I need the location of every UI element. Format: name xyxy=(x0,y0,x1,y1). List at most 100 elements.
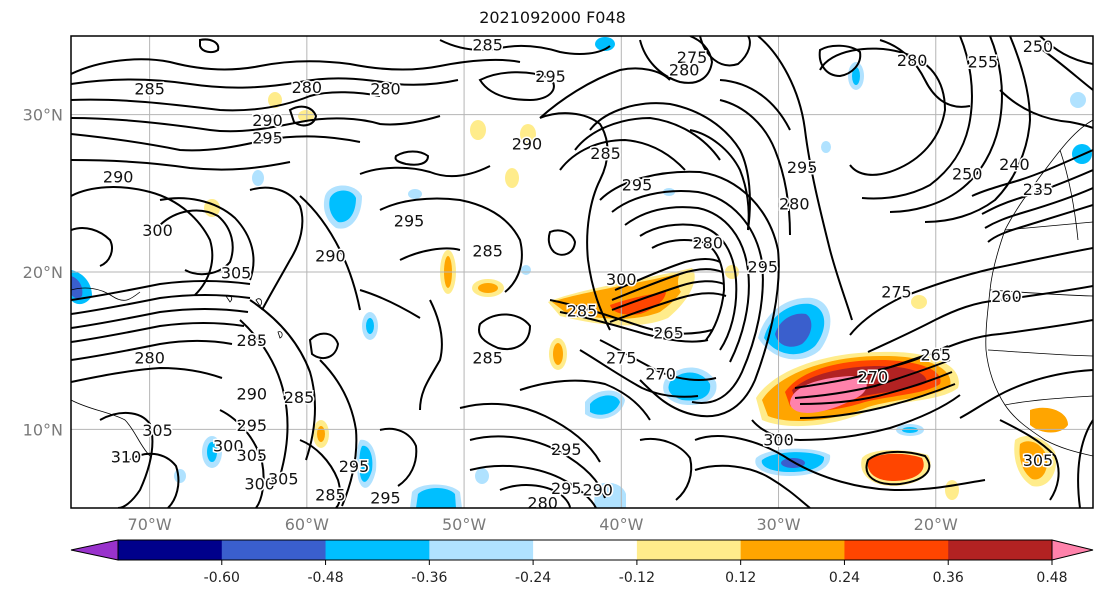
contour-line xyxy=(549,299,713,335)
warm-patch xyxy=(945,480,959,500)
contour-line xyxy=(71,227,113,267)
contour-label: 285 xyxy=(315,485,346,504)
contour-line xyxy=(559,138,686,171)
contour-label: 300 xyxy=(213,437,244,456)
contour-line xyxy=(71,115,441,133)
contour-line xyxy=(889,36,1003,213)
contour-label: 265 xyxy=(920,345,951,364)
contour-label: 280 xyxy=(134,349,165,368)
colorbar-tick-label: -0.12 xyxy=(619,570,655,586)
country-border xyxy=(1059,149,1079,241)
contour-line xyxy=(71,322,245,343)
warm-patch xyxy=(553,343,563,365)
contour-line xyxy=(984,187,1093,229)
contour-label: 285 xyxy=(590,144,621,163)
island xyxy=(225,295,233,303)
colorbar-tick-label: 0.12 xyxy=(725,570,756,586)
warm-patch xyxy=(298,110,314,122)
cold-anomaly-large-deep xyxy=(775,313,812,347)
contour-lines xyxy=(71,36,1093,508)
contour-label: 290 xyxy=(237,385,268,404)
contour-line xyxy=(71,308,249,329)
contour-line xyxy=(299,439,342,508)
country-border xyxy=(987,349,1093,357)
contour-label: 295 xyxy=(748,257,779,276)
contour-label: 270 xyxy=(645,364,676,383)
contour-label: 285 xyxy=(284,388,315,407)
warm-patch xyxy=(911,295,927,309)
contour-label: 310 xyxy=(111,448,142,467)
contour-line xyxy=(609,292,727,323)
contour-line xyxy=(71,159,291,171)
contour-line xyxy=(539,67,671,119)
country-border xyxy=(989,289,1093,297)
contour-line xyxy=(71,91,381,112)
coastline-south-america xyxy=(71,399,151,457)
warm-patch xyxy=(268,92,282,108)
colorbar-tick-label: 0.24 xyxy=(829,570,860,586)
contour-line xyxy=(699,36,751,67)
contour-line xyxy=(1039,47,1093,91)
contour-line xyxy=(799,371,953,405)
contour-line xyxy=(547,229,577,256)
contour-label: 285 xyxy=(472,35,503,54)
contour-label: 290 xyxy=(315,246,346,265)
contour-line xyxy=(559,311,709,343)
contour-line xyxy=(599,339,717,381)
contour-label: 295 xyxy=(535,67,566,86)
contour-line xyxy=(419,299,443,411)
coastline-caribbean xyxy=(71,287,141,301)
contour-line xyxy=(249,186,304,311)
contour-line xyxy=(159,209,234,276)
contour-line xyxy=(574,116,721,161)
contour-label: 260 xyxy=(991,287,1022,306)
contour-line xyxy=(651,239,726,341)
contour-label: 305 xyxy=(142,421,173,440)
contour-line xyxy=(71,294,251,315)
contour-line xyxy=(849,247,1093,336)
contour-line xyxy=(624,206,750,363)
contour-line xyxy=(719,79,791,131)
contour-line xyxy=(71,366,223,383)
cold-patch xyxy=(821,141,831,153)
map-title: 2021092000 F048 xyxy=(479,8,626,27)
shaded-anomaly-layer xyxy=(71,37,1092,508)
contour-line xyxy=(71,58,521,75)
contour-line xyxy=(519,379,651,421)
contour-line xyxy=(861,36,973,200)
colorbar-tick-label: 0.48 xyxy=(1036,570,1067,586)
contour-line xyxy=(199,38,220,54)
cold-patch xyxy=(174,469,186,483)
contour-label: 295 xyxy=(622,175,653,194)
contour-line xyxy=(71,133,361,152)
contour-line xyxy=(819,47,947,176)
cold-anomaly-bottom-core xyxy=(416,488,456,508)
cold-patch xyxy=(366,318,374,334)
contour-label: 295 xyxy=(237,416,268,435)
colorbar-segment xyxy=(429,540,534,560)
contour-line xyxy=(249,299,316,461)
colorbar-segment xyxy=(636,540,742,560)
warm-patch xyxy=(505,168,519,188)
contour-line xyxy=(99,412,154,508)
contour-line xyxy=(799,383,956,419)
contour-line xyxy=(1077,419,1093,508)
longitude-tick-labels: 70°W 60°W 50°W 40°W 30°W 20°W xyxy=(128,515,959,534)
lat-tick-label: 10°N xyxy=(23,420,63,439)
contour-line xyxy=(689,129,750,231)
cold-patch xyxy=(595,37,615,51)
colorbar: -0.60 -0.48 -0.36 -0.24 -0.12 0.12 0.24 0.36 0.4… xyxy=(70,539,1094,586)
contour-line xyxy=(611,268,723,301)
contour-line xyxy=(159,197,255,281)
contour-label: 300 xyxy=(142,221,173,240)
colorbar-segment xyxy=(325,540,430,560)
contour-label: 300 xyxy=(606,270,637,289)
contour-label: 300 xyxy=(244,474,275,493)
contour-label: 265 xyxy=(653,323,684,342)
contour-label: 285 xyxy=(237,331,268,350)
contour-label: 280 xyxy=(292,78,323,97)
colorbar-tick-label: -0.48 xyxy=(307,570,343,586)
warm-patch xyxy=(478,283,498,293)
contour-line xyxy=(865,450,931,486)
contour-label: 275 xyxy=(677,48,708,67)
